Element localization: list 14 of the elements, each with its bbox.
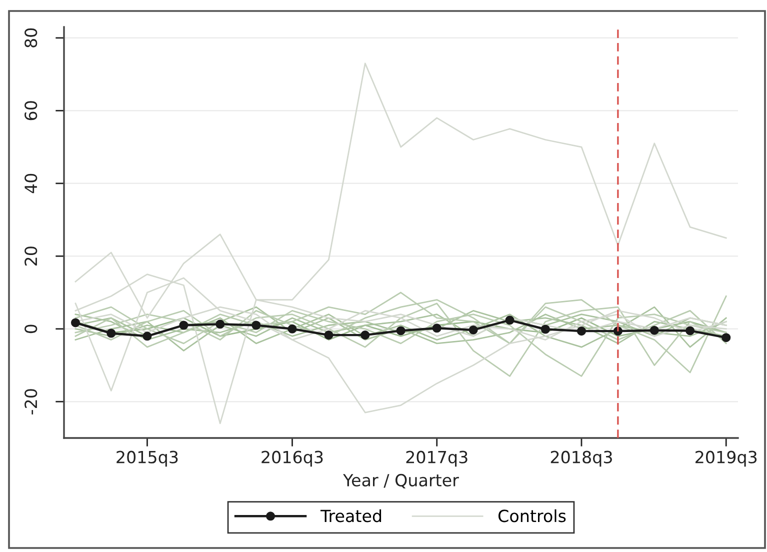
y-tick-label: 80 xyxy=(24,28,38,48)
x-tick-label: 2018q3 xyxy=(550,450,612,467)
x-tick-label: 2017q3 xyxy=(406,450,468,467)
y-tick-label: 0 xyxy=(24,324,38,334)
legend-label: Treated xyxy=(320,509,382,522)
y-tick-label: 40 xyxy=(24,174,38,194)
y-tick-label: 60 xyxy=(24,101,38,120)
x-tick-label: 2019q3 xyxy=(696,450,757,467)
legend-label: Controls xyxy=(498,509,566,522)
x-tick-label: 2015q3 xyxy=(116,450,178,467)
y-tick-label: 20 xyxy=(24,246,38,266)
y-tick-label: -20 xyxy=(24,389,38,414)
x-axis-title: Year / Quarter xyxy=(343,474,459,488)
x-tick-label: 2016q3 xyxy=(262,450,323,467)
